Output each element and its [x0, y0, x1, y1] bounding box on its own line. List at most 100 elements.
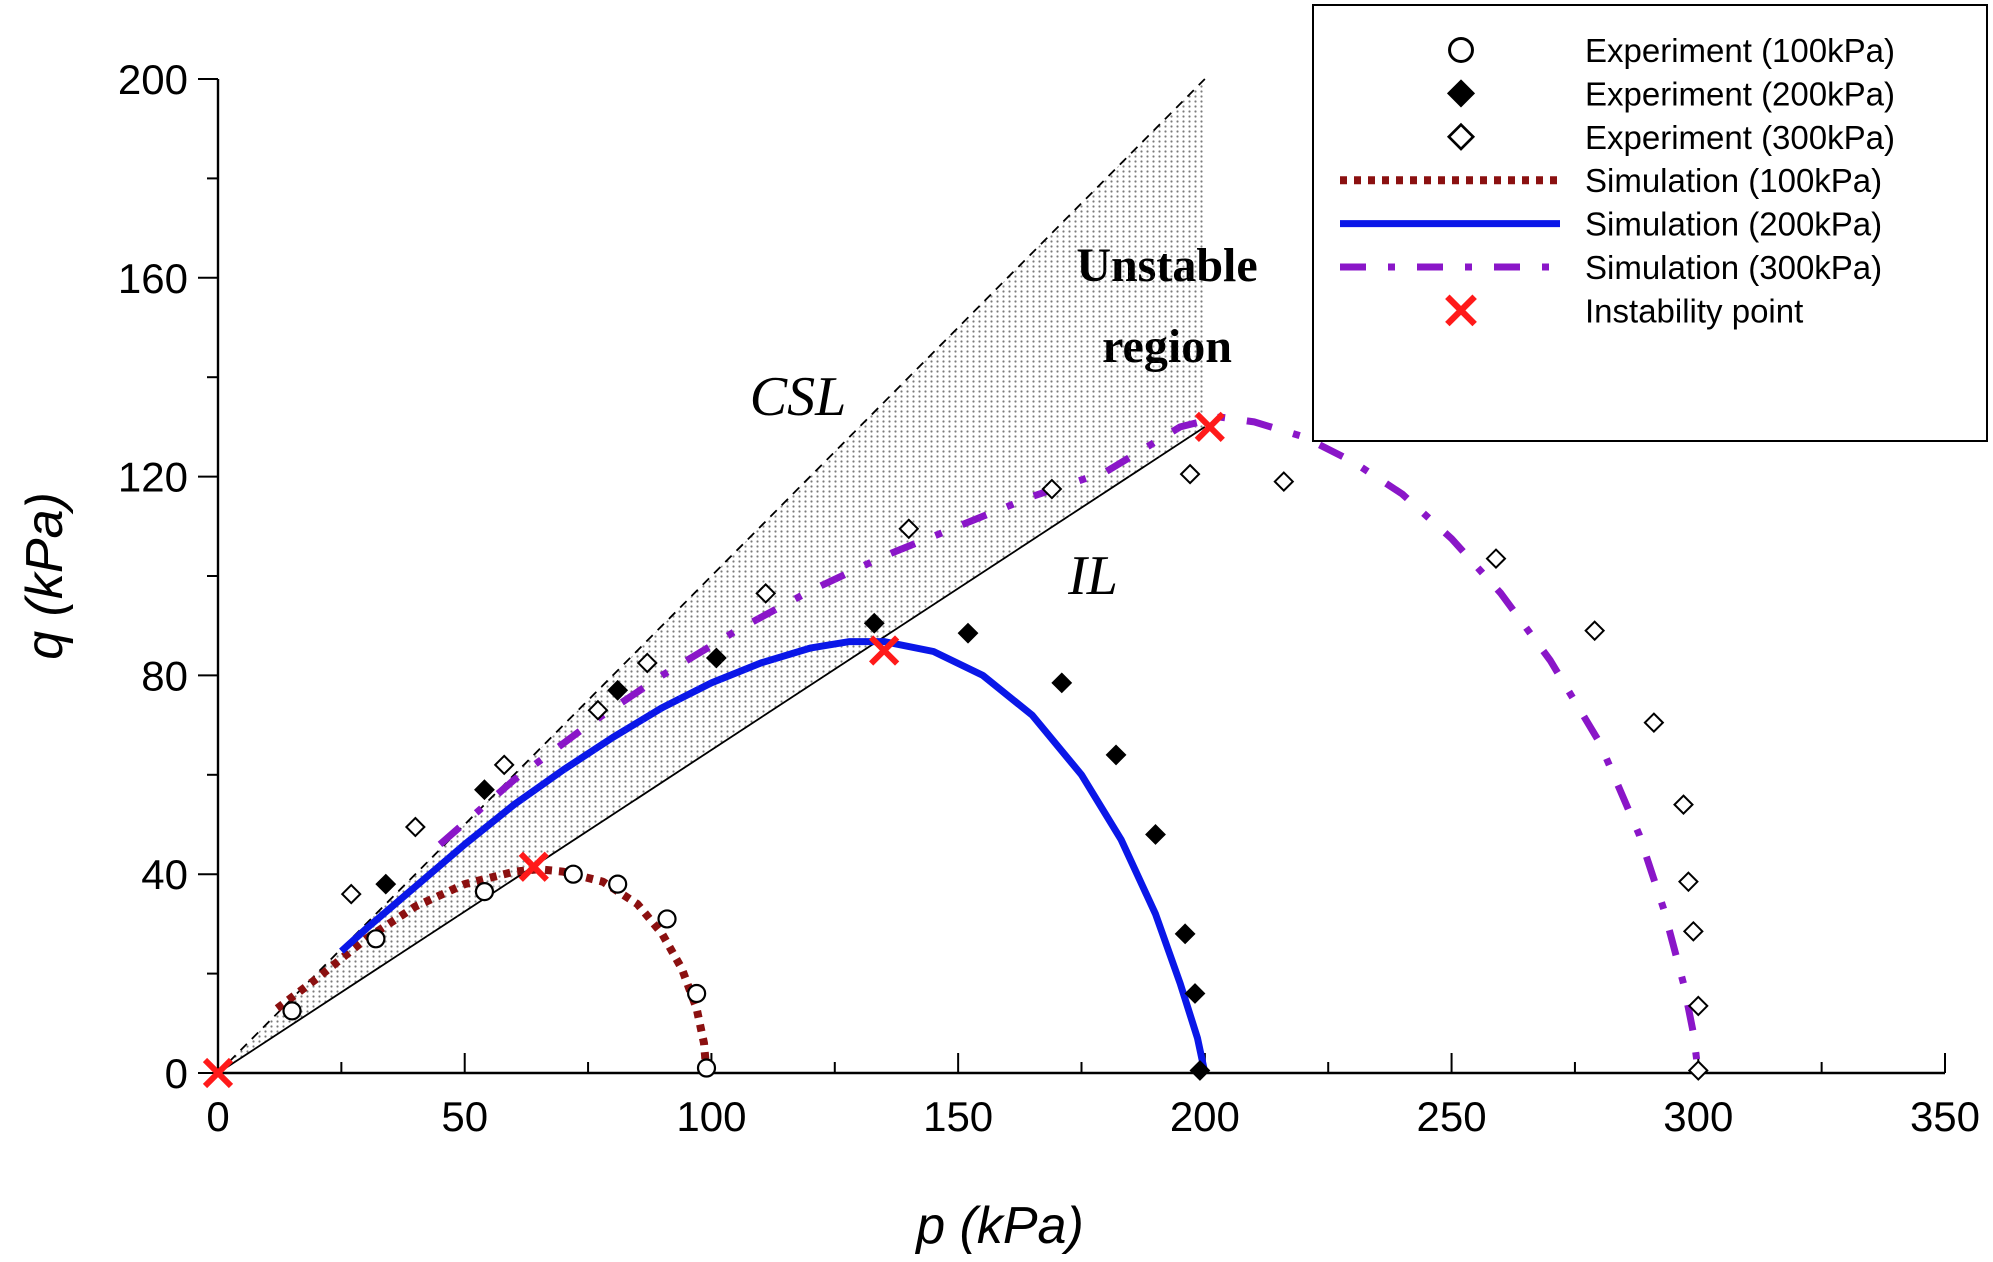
instability-point — [518, 851, 549, 882]
data-point — [1184, 983, 1206, 1004]
data-point — [1179, 463, 1201, 485]
x-axis-title: p (kPa) — [914, 1197, 1084, 1255]
legend-symbol — [1448, 37, 1474, 63]
series-layer — [202, 411, 1709, 1089]
annotation-region: region — [1102, 320, 1232, 373]
data-point — [687, 983, 707, 1004]
legend-symbol — [1446, 122, 1476, 151]
series-experiment-100kpa — [282, 864, 717, 1078]
data-point — [1678, 871, 1699, 893]
data-point — [366, 929, 386, 949]
x-tick-label: 100 — [676, 1093, 746, 1140]
y-tick-label: 200 — [118, 56, 188, 103]
data-point — [1051, 672, 1073, 694]
y-axis-title: q (kPa) — [16, 492, 74, 660]
data-point — [755, 582, 777, 604]
unstable-region-shading — [218, 79, 1205, 1073]
data-point — [340, 883, 362, 905]
legend-item: Simulation (300kPa) — [1340, 249, 1882, 286]
il-line — [217, 426, 1206, 1074]
legend-item: Simulation (100kPa) — [1340, 162, 1882, 199]
series-simulation-100kpa — [274, 865, 711, 1074]
series-experiment-200kpa — [375, 612, 1211, 1081]
instability-point — [202, 1057, 234, 1089]
data-point — [404, 816, 426, 838]
axes: 0 50 100 150 200 250 300 350 0 40 80 120 160 200 — [118, 56, 1980, 1140]
series-experiment-300kpa — [340, 463, 1709, 1081]
legend-label: Experiment (200kPa) — [1585, 75, 1895, 112]
legend-label: Simulation (200kPa) — [1585, 206, 1882, 243]
series-line — [274, 865, 711, 1074]
y-ticks: 0 40 80 120 160 200 — [118, 56, 218, 1097]
series-simulation-300kpa — [437, 413, 1702, 1074]
legend-item: Instability point — [1445, 292, 1803, 329]
data-point — [1041, 478, 1063, 500]
y-tick-label: 40 — [141, 851, 188, 898]
data-point — [1673, 794, 1694, 816]
legend-label: Instability point — [1585, 292, 1803, 329]
data-point — [493, 754, 515, 776]
x-tick-label: 50 — [441, 1093, 488, 1140]
data-point — [1174, 923, 1196, 945]
legend-items: Experiment (100kPa) Experiment (200kPa) Ex… — [1340, 32, 1895, 329]
series-simulation-200kpa — [339, 638, 1209, 1074]
series-line — [437, 413, 1702, 1074]
data-point — [474, 779, 495, 801]
instability-point — [869, 635, 900, 666]
reference-lines — [217, 78, 1206, 1074]
x-tick-label: 300 — [1663, 1093, 1733, 1140]
y-tick-label: 160 — [118, 255, 188, 302]
y-tick-label: 120 — [118, 454, 188, 501]
data-point — [1189, 1060, 1211, 1081]
data-point — [474, 881, 495, 902]
x-tick-label: 150 — [923, 1093, 993, 1140]
annotation-csl: CSL — [750, 366, 847, 428]
x-ticks: 0 50 100 150 200 250 300 350 — [206, 1053, 1980, 1140]
data-point — [1687, 1060, 1709, 1081]
legend: Experiment (100kPa) Experiment (200kPa) Ex… — [1312, 4, 1988, 442]
legend-item: Experiment (200kPa) — [1446, 75, 1895, 112]
data-point — [1105, 744, 1127, 766]
legend-label: Simulation (100kPa) — [1585, 162, 1882, 199]
data-point — [608, 874, 628, 894]
data-point — [1584, 620, 1606, 642]
annotation-il: IL — [1067, 545, 1118, 607]
legend-symbol — [1446, 79, 1476, 108]
data-point — [705, 647, 727, 669]
series-instability-point — [202, 411, 1225, 1089]
legend-item: Simulation (200kPa) — [1340, 206, 1882, 243]
data-point — [563, 864, 583, 884]
data-point — [957, 622, 979, 644]
annotation-unstable: Unstable — [1076, 239, 1257, 292]
data-point — [863, 612, 885, 634]
data-point — [636, 652, 658, 674]
y-tick-label: 0 — [165, 1050, 188, 1097]
legend-item: Experiment (300kPa) — [1446, 119, 1895, 156]
legend-label: Experiment (300kPa) — [1585, 119, 1895, 156]
y-tick-label: 80 — [141, 652, 188, 699]
data-point — [657, 909, 677, 929]
data-point — [898, 518, 920, 540]
x-tick-label: 200 — [1170, 1093, 1240, 1140]
data-point — [1687, 995, 1709, 1017]
data-point — [1145, 824, 1166, 845]
legend-item: Experiment (100kPa) — [1448, 32, 1895, 69]
instability-point — [1194, 411, 1225, 443]
legend-symbol — [1445, 294, 1477, 327]
data-point — [282, 1001, 302, 1021]
x-tick-label: 250 — [1417, 1093, 1487, 1140]
series-line — [339, 638, 1209, 1074]
data-point — [1485, 548, 1507, 570]
data-point — [1273, 471, 1295, 492]
legend-label: Experiment (100kPa) — [1585, 32, 1895, 69]
data-point — [1643, 712, 1665, 734]
legend-label: Simulation (300kPa) — [1585, 249, 1882, 286]
data-point — [696, 1058, 717, 1078]
data-point — [1682, 920, 1704, 942]
x-tick-label: 0 — [206, 1093, 229, 1140]
data-point — [587, 699, 609, 721]
data-point — [375, 873, 397, 895]
data-point — [607, 679, 629, 701]
unstable-region — [218, 79, 1205, 1073]
